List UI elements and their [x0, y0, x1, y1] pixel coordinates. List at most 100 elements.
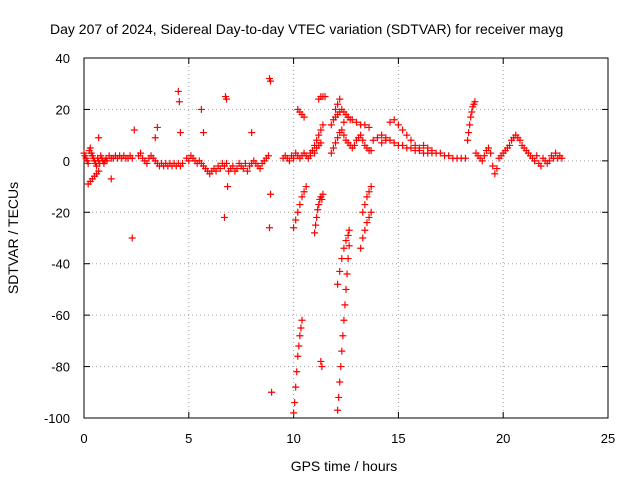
data-point	[465, 129, 473, 137]
data-point	[212, 167, 220, 175]
series-drop-10b	[290, 183, 310, 232]
data-point	[352, 118, 360, 126]
data-point	[436, 149, 444, 157]
data-point	[361, 201, 369, 209]
data-point	[327, 121, 335, 129]
data-point	[345, 226, 353, 234]
data-point	[341, 301, 349, 309]
data-point	[292, 383, 300, 391]
data-point	[334, 100, 342, 108]
data-point	[268, 388, 276, 396]
data-point	[297, 324, 305, 332]
series-ramp-18	[464, 98, 479, 144]
y-axis-label: SDTVAR / TECUs	[5, 182, 21, 294]
data-point	[369, 136, 377, 144]
data-point	[264, 152, 272, 160]
data-point	[338, 126, 346, 134]
data-point	[339, 332, 347, 340]
data-point	[329, 144, 337, 152]
data-point	[342, 237, 350, 245]
series-baseline-0-2	[80, 144, 136, 170]
data-point	[485, 144, 493, 152]
data-point	[428, 149, 436, 157]
plot-frame	[83, 57, 609, 419]
y-tick-label: -80	[51, 360, 70, 375]
data-point	[552, 149, 560, 157]
data-point	[505, 141, 513, 149]
data-point	[290, 409, 298, 417]
data-point	[137, 149, 145, 157]
data-point	[480, 152, 488, 160]
series-drop-12b	[334, 226, 353, 288]
y-tick-label: 20	[56, 102, 70, 117]
series-drop-10	[290, 316, 306, 417]
data-point	[220, 213, 228, 221]
data-point	[357, 244, 365, 252]
data-point	[295, 342, 303, 350]
data-point	[336, 95, 344, 103]
data-point	[311, 141, 319, 149]
data-point	[332, 139, 340, 147]
data-point	[378, 139, 386, 147]
series-tail-18-23	[472, 131, 566, 178]
data-point	[241, 159, 249, 167]
series-drop-12	[334, 242, 353, 414]
data-point	[399, 141, 407, 149]
data-point	[338, 347, 346, 355]
data-point	[491, 170, 499, 178]
data-point	[318, 363, 326, 371]
data-point	[386, 118, 394, 126]
x-tick-label: 20	[496, 431, 510, 446]
data-point	[130, 126, 138, 134]
data-point	[363, 219, 371, 227]
data-point	[314, 206, 322, 214]
data-point	[176, 129, 184, 137]
data-point	[128, 154, 136, 162]
data-point	[468, 108, 476, 116]
data-point	[365, 213, 373, 221]
data-point	[390, 116, 398, 124]
data-point	[296, 332, 304, 340]
data-point	[321, 93, 329, 101]
data-point	[239, 165, 247, 173]
data-point	[367, 183, 375, 191]
data-point	[308, 147, 316, 155]
data-point	[319, 190, 327, 198]
data-point	[315, 131, 323, 139]
data-point	[313, 136, 321, 144]
x-axis-label: GPS time / hours	[291, 458, 398, 474]
data-point	[390, 139, 398, 147]
data-point	[334, 280, 342, 288]
data-point	[306, 152, 314, 160]
data-point	[327, 149, 335, 157]
data-point	[345, 242, 353, 250]
data-point	[363, 193, 371, 201]
series-baseline-5-7	[183, 152, 272, 178]
data-point	[466, 121, 474, 129]
series-secondary-14-16	[378, 136, 436, 157]
data-point	[95, 167, 103, 175]
data-point	[367, 147, 375, 155]
y-tick-label: -20	[51, 205, 70, 220]
data-point	[312, 221, 320, 229]
data-point	[233, 165, 241, 173]
series-drop-13	[357, 208, 375, 252]
series-drop-13b	[359, 183, 375, 216]
series-isolated-points	[95, 75, 276, 396]
data-point	[317, 126, 325, 134]
data-point	[337, 363, 345, 371]
data-point	[361, 226, 369, 234]
data-point	[293, 368, 301, 376]
data-point	[229, 162, 237, 170]
y-tick-label: 40	[56, 51, 70, 66]
data-point	[223, 95, 231, 103]
data-point	[344, 231, 352, 239]
data-point	[315, 201, 323, 209]
data-point	[292, 216, 300, 224]
x-tick-label: 15	[391, 431, 405, 446]
y-tick-label: -60	[51, 308, 70, 323]
data-point	[386, 136, 394, 144]
data-point	[403, 131, 411, 139]
data-point	[373, 134, 381, 142]
